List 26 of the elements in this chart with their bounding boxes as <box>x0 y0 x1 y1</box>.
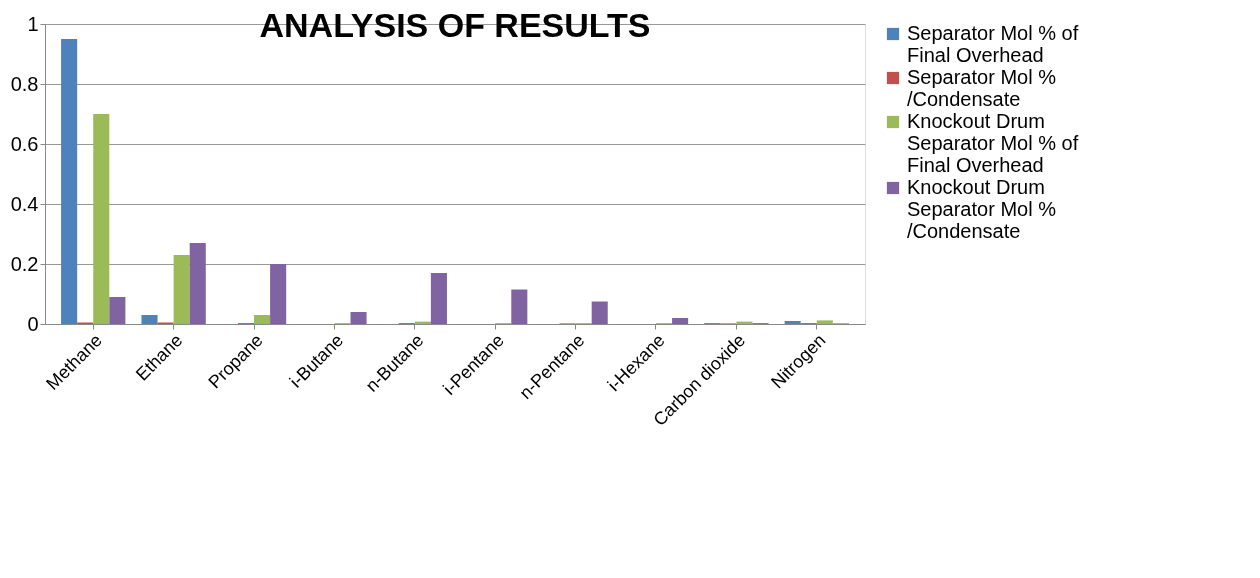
legend-label: Separator Mol % of Final Overhead <box>907 22 1079 66</box>
bar <box>350 312 367 324</box>
legend-label: Knockout Drum Separator Mol % /Condensate <box>907 176 1057 242</box>
bar <box>61 39 78 324</box>
bar <box>254 315 271 324</box>
bar <box>93 114 110 324</box>
y-tick-label: 0.6 <box>10 132 39 155</box>
bar <box>784 321 801 324</box>
y-tick-label: 0.2 <box>10 252 39 275</box>
y-tick-label: 0.8 <box>10 72 39 95</box>
legend-label: Separator Mol % /Condensate <box>907 66 1057 110</box>
chart-title: ANALYSIS OF RESULTS <box>259 6 651 44</box>
bar <box>270 264 287 324</box>
bar <box>430 273 447 324</box>
bar <box>109 297 126 324</box>
bar <box>672 318 689 324</box>
bar <box>511 289 528 324</box>
y-tick-label: 1 <box>27 12 39 35</box>
bar <box>173 255 190 324</box>
legend-label: Knockout Drum Separator Mol % of Final Overhead <box>907 110 1079 176</box>
y-tick-label: 0.4 <box>10 192 39 215</box>
bar <box>591 301 608 324</box>
bar <box>816 320 833 324</box>
bar <box>189 243 206 324</box>
y-tick-label: 0 <box>27 312 39 335</box>
bar <box>141 315 158 324</box>
